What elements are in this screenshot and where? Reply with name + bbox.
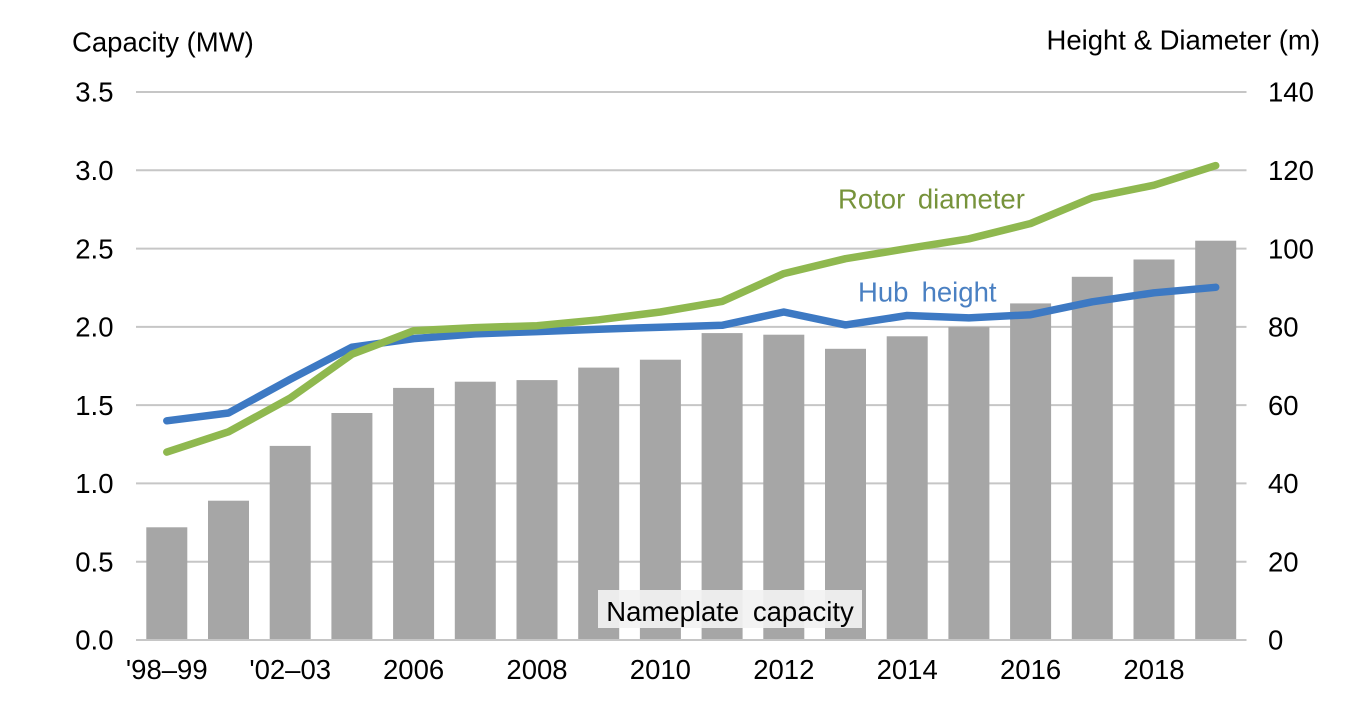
svg-text:2016: 2016 (1000, 654, 1061, 685)
svg-text:2014: 2014 (877, 654, 938, 685)
svg-text:2010: 2010 (630, 654, 691, 685)
svg-text:2008: 2008 (506, 654, 567, 685)
svg-text:80: 80 (1268, 312, 1299, 343)
svg-text:60: 60 (1268, 390, 1299, 421)
svg-text:Hub height: Hub height (858, 277, 997, 308)
svg-text:1.5: 1.5 (75, 390, 113, 421)
svg-text:20: 20 (1268, 546, 1299, 577)
svg-text:3.0: 3.0 (75, 155, 113, 186)
svg-text:0.5: 0.5 (75, 546, 113, 577)
svg-text:2.0: 2.0 (75, 312, 113, 343)
svg-text:0.0: 0.0 (75, 625, 113, 656)
svg-text:Rotor diameter: Rotor diameter (838, 184, 1025, 215)
svg-text:1.0: 1.0 (75, 468, 113, 499)
svg-text:2.5: 2.5 (75, 233, 113, 264)
svg-text:'98–99: '98–99 (126, 654, 208, 685)
svg-text:Nameplate capacity: Nameplate capacity (606, 596, 854, 627)
svg-text:'02–03: '02–03 (249, 654, 331, 685)
svg-text:Capacity (MW): Capacity (MW) (72, 27, 254, 58)
svg-text:0: 0 (1268, 625, 1283, 656)
svg-text:120: 120 (1268, 155, 1314, 186)
svg-text:Height & Diameter (m): Height & Diameter (m) (1046, 25, 1320, 56)
svg-text:100: 100 (1268, 233, 1314, 264)
svg-text:140: 140 (1268, 77, 1314, 108)
svg-text:40: 40 (1268, 468, 1299, 499)
svg-text:2012: 2012 (753, 654, 814, 685)
svg-text:2006: 2006 (383, 654, 444, 685)
svg-text:2018: 2018 (1123, 654, 1184, 685)
svg-text:3.5: 3.5 (75, 77, 113, 108)
